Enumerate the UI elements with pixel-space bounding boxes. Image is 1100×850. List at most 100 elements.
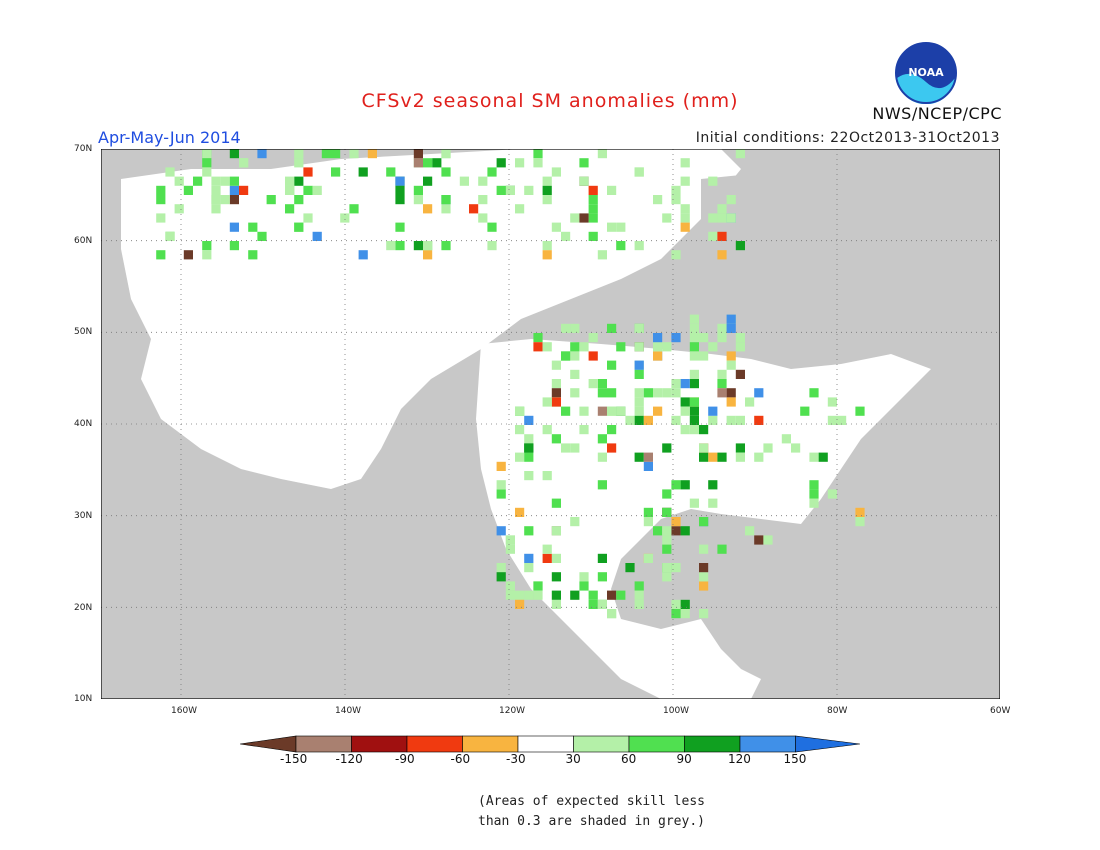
anomaly-cell [588,195,598,205]
anomaly-cell [579,342,589,352]
anomaly-cell [294,195,304,205]
anomaly-cell [551,590,561,600]
anomaly-cell [561,323,571,333]
anomaly-cell [478,213,488,223]
anomaly-cell [616,406,626,416]
anomaly-cell [662,535,672,545]
anomaly-cell [717,452,727,462]
anomaly-cell [726,195,736,205]
anomaly-cell [395,176,405,186]
anomaly-cell [763,535,773,545]
anomaly-cell [653,342,663,352]
anomaly-cell [551,167,561,177]
anomaly-cell [837,415,847,425]
anomaly-cell [395,241,405,251]
anomaly-cell [818,452,828,462]
anomaly-cell [570,213,580,223]
anomaly-cell [515,158,525,168]
anomaly-cell [542,185,552,195]
legend-arrow-low [240,735,297,753]
anomaly-cell [699,563,709,573]
anomaly-cell [533,342,543,352]
anomaly-cell [680,176,690,186]
anomaly-cell [634,360,644,370]
anomaly-cell [680,526,690,536]
anomaly-cell [689,323,699,333]
legend-swatch [406,735,463,753]
anomaly-cell [855,507,865,517]
anomaly-cell [662,507,672,517]
anomaly-cell [551,553,561,563]
anomaly-cell [754,415,764,425]
anomaly-cell [413,185,423,195]
anomaly-cell [524,443,534,453]
anomaly-cell [588,231,598,241]
anomaly-cell [754,452,764,462]
anomaly-cell [653,195,663,205]
anomaly-cell [671,333,681,343]
anomaly-cell [505,535,515,545]
anomaly-cell [551,572,561,582]
anomaly-cell [671,415,681,425]
anomaly-cell [607,222,617,232]
anomaly-cell [699,443,709,453]
legend-swatch [739,735,796,753]
anomaly-cell [542,342,552,352]
anomaly-cell [349,204,359,214]
anomaly-cell [156,185,166,195]
anomaly-cell [229,176,239,186]
anomaly-cell [588,351,598,361]
anomaly-cell [634,590,644,600]
anomaly-cell [662,563,672,573]
anomaly-cell [689,425,699,435]
anomaly-cell [579,572,589,582]
anomaly-cell [570,351,580,361]
anomaly-cell [607,443,617,453]
anomaly-cell [551,379,561,389]
organization-label: NWS/NCEP/CPC [872,104,1002,123]
anomaly-cell [551,360,561,370]
anomaly-cell [827,415,837,425]
anomaly-cell [717,369,727,379]
anomaly-cell [726,323,736,333]
anomaly-cell [496,480,506,490]
anomaly-cell [708,452,718,462]
anomaly-cell [487,241,497,251]
anomaly-cell [699,452,709,462]
anomaly-cell [239,158,249,168]
anomaly-cell [643,553,653,563]
anomaly-cell [717,379,727,389]
anomaly-cell [533,333,543,343]
anomaly-cell [708,176,718,186]
anomaly-cell [367,149,377,159]
anomaly-cell [809,452,819,462]
anomaly-cell [588,185,598,195]
anomaly-cell [211,185,221,195]
anomaly-cell [653,333,663,343]
legend-tick-label: 60 [621,752,637,766]
anomaly-cell [634,397,644,407]
anomaly-cell [570,443,580,453]
anomaly-cell [671,563,681,573]
anomaly-cell [653,351,663,361]
anomaly-cell [754,535,764,545]
anomaly-cell [156,250,166,260]
anomaly-cell [542,397,552,407]
anomaly-cell [634,452,644,462]
anomaly-cell [413,241,423,251]
anomaly-cell [708,213,718,223]
anomaly-cell [699,609,709,619]
legend-tick-label: -150 [280,752,308,766]
anomaly-cell [551,526,561,536]
anomaly-cell [607,406,617,416]
anomaly-cell [331,167,341,177]
anomaly-cell [193,176,203,186]
lon-label: 60W [990,706,1011,716]
anomaly-cell [643,507,653,517]
anomaly-cell [597,406,607,416]
anomaly-cell [423,158,433,168]
anomaly-cell [616,222,626,232]
anomaly-cell [524,526,534,536]
anomaly-cell [616,241,626,251]
svg-text:NOAA: NOAA [908,66,944,79]
